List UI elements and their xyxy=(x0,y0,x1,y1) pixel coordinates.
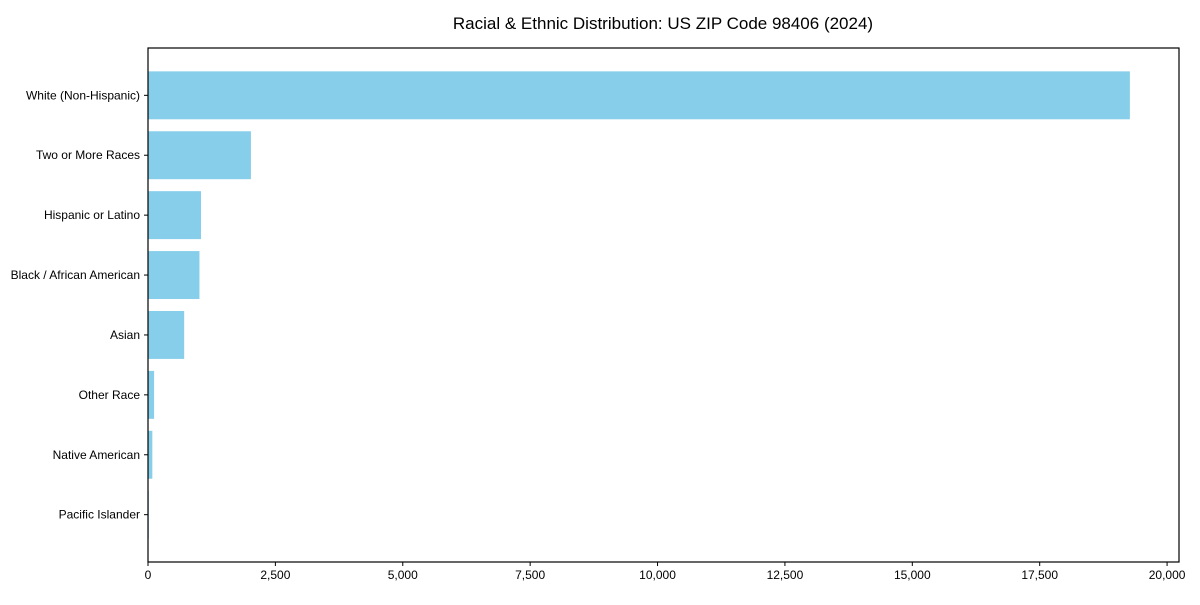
bar-white-non-hispanic xyxy=(148,71,1130,120)
x-tick-label: 5,000 xyxy=(388,568,418,582)
x-tick-label: 20,000 xyxy=(1149,568,1186,582)
x-tick-label: 2,500 xyxy=(260,568,290,582)
plot-border xyxy=(147,47,1180,563)
x-tick-label: 17,500 xyxy=(1021,568,1058,582)
chart-title: Racial & Ethnic Distribution: US ZIP Cod… xyxy=(453,14,873,33)
y-tick-label: White (Non-Hispanic) xyxy=(26,88,140,102)
x-axis: 0 2,500 5,000 7,500 10,000 12,500 15,000 17,500… xyxy=(145,562,1186,582)
y-tick-label: Hispanic or Latino xyxy=(44,208,140,222)
y-tick-label: Native American xyxy=(53,448,140,462)
y-tick-label: Two or More Races xyxy=(36,148,140,162)
x-tick-label: 0 xyxy=(145,568,152,582)
y-tick-label: Other Race xyxy=(79,388,141,402)
bar-asian xyxy=(148,310,185,359)
y-tick-label: Pacific Islander xyxy=(59,508,140,522)
bar-native-american xyxy=(148,430,153,479)
bar-two-or-more-races xyxy=(148,131,251,180)
x-tick-label: 15,000 xyxy=(894,568,931,582)
x-tick-label: 7,500 xyxy=(515,568,545,582)
y-tick-label: Asian xyxy=(110,328,140,342)
bar-other-race xyxy=(148,370,155,419)
bars-group xyxy=(148,71,1130,539)
bar-black-african-american xyxy=(148,251,200,300)
bar-hispanic-or-latino xyxy=(148,191,201,240)
x-tick-label: 12,500 xyxy=(767,568,804,582)
y-axis: White (Non-Hispanic) Two or More Races His… xyxy=(11,88,148,522)
x-tick-label: 10,000 xyxy=(639,568,676,582)
y-tick-label: Black / African American xyxy=(11,268,140,282)
